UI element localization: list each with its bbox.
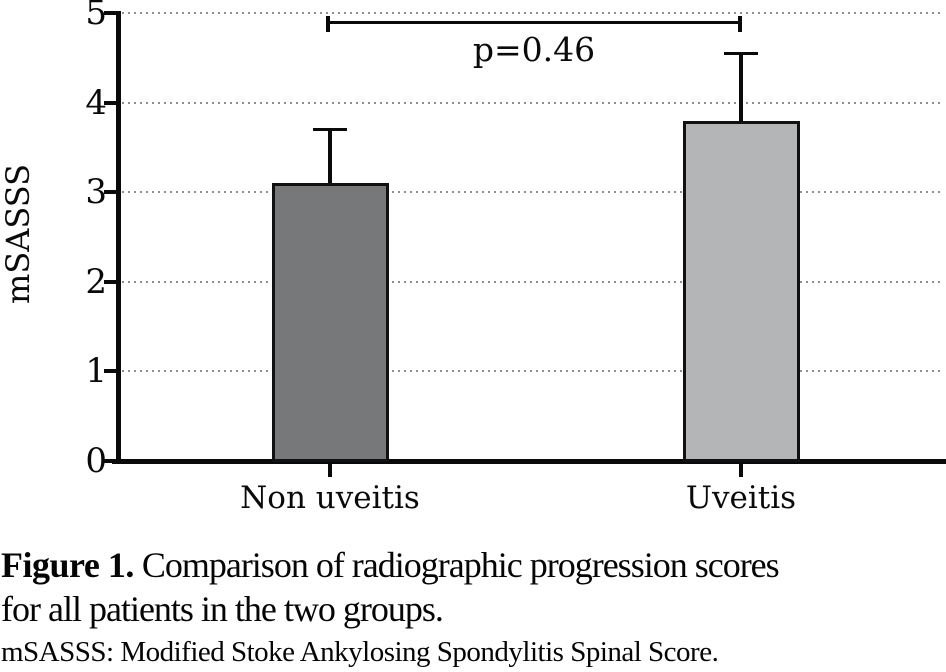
y-axis-tick xyxy=(104,459,117,463)
y-gridline xyxy=(122,191,944,194)
error-bar-line xyxy=(739,53,743,125)
p-value-label: p=0.46 xyxy=(472,30,596,69)
figure-caption: Figure 1. Comparison of radiographic pro… xyxy=(1,543,945,668)
error-bar-line xyxy=(328,129,332,188)
y-axis-line xyxy=(116,11,121,464)
bar-chart-plot: mSASSS 0 1 2 3 4 5 Non uveitis Uveitis p=0.46 xyxy=(0,0,946,516)
x-axis-tick xyxy=(739,464,743,477)
y-tick-label: 2 xyxy=(85,261,107,302)
x-tick-label: Uveitis xyxy=(685,480,797,516)
x-tick-label: Non uveitis xyxy=(240,480,420,516)
caption-line-1: Figure 1. Comparison of radiographic pro… xyxy=(1,543,945,587)
error-bar-cap xyxy=(724,52,758,56)
y-tick-label: 5 xyxy=(85,0,107,33)
bar-uveitis xyxy=(682,120,800,462)
y-tick-label: 1 xyxy=(85,351,107,392)
caption-figure-label: Figure 1. xyxy=(1,545,134,585)
significance-bracket-line xyxy=(328,21,740,24)
significance-bracket-cap-right xyxy=(738,16,742,32)
significance-bracket-cap-left xyxy=(326,16,330,32)
y-tick-label: 0 xyxy=(85,441,107,481)
error-bar-cap xyxy=(313,128,347,132)
bar-non-uveitis xyxy=(271,183,389,462)
y-gridline xyxy=(122,280,944,283)
y-axis-tick xyxy=(104,190,117,195)
y-gridline xyxy=(122,370,944,373)
y-axis-tick xyxy=(104,369,117,374)
y-tick-label: 3 xyxy=(85,172,107,213)
caption-line-2: for all patients in the two groups. xyxy=(1,589,444,629)
caption-text: Comparison of radiographic progression s… xyxy=(141,545,780,585)
y-gridline xyxy=(122,101,944,104)
y-gridline xyxy=(122,12,944,14)
y-tick-label: 4 xyxy=(85,82,107,123)
y-axis-tick xyxy=(104,100,117,105)
x-axis-line xyxy=(112,459,946,464)
x-axis-tick xyxy=(328,464,332,477)
caption-footnote: mSASSS: Modified Stoke Ankylosing Spondy… xyxy=(1,636,719,668)
y-axis-title: mSASSS xyxy=(0,164,37,305)
y-axis-tick xyxy=(104,11,117,15)
y-axis-tick xyxy=(104,279,117,284)
